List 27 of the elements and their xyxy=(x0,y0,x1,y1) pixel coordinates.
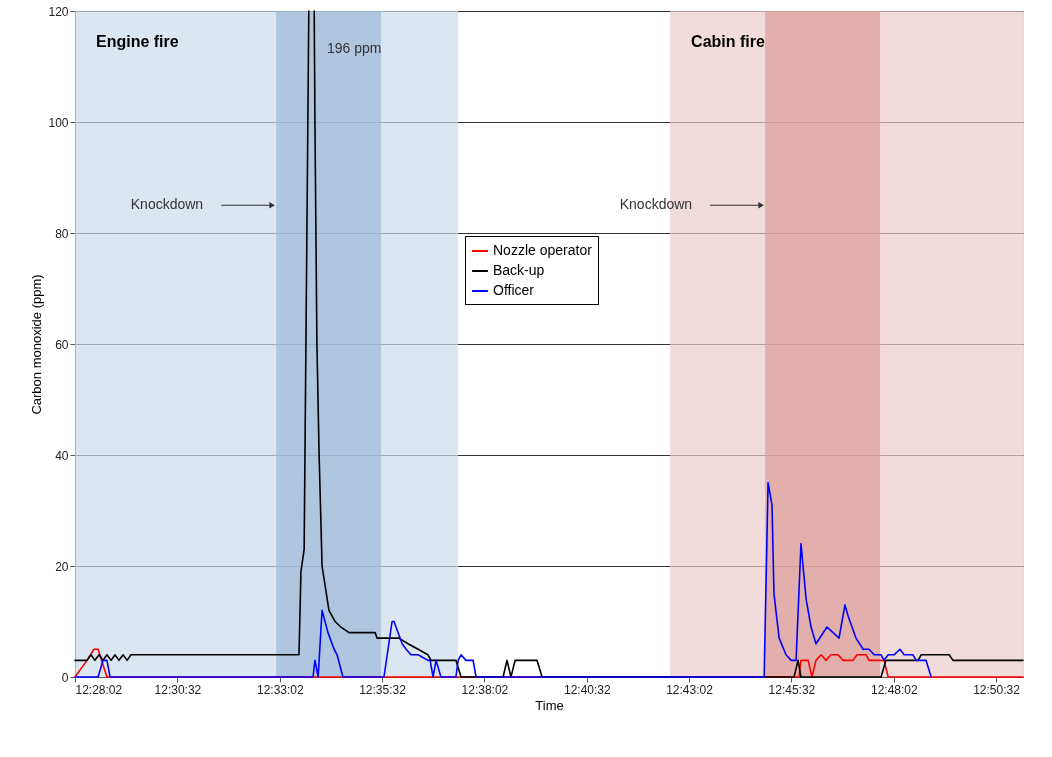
legend-label: Nozzle operator xyxy=(493,242,593,258)
y-tick-label: 40 xyxy=(55,448,69,463)
y-tick-label: 60 xyxy=(55,337,69,352)
annotation: Knockdown xyxy=(130,196,204,213)
y-tick-label: 0 xyxy=(61,670,69,685)
y-axis-title: Carbon monoxide (ppm) xyxy=(29,274,45,415)
x-tick-label: 12:38:02 xyxy=(461,682,509,697)
band-label: Cabin fire xyxy=(691,33,765,50)
y-tick-label: 80 xyxy=(55,226,69,241)
x-tick-label: 12:43:02 xyxy=(666,682,714,697)
x-tick-label: 12:40:32 xyxy=(563,682,611,697)
x-tick-label: 12:33:02 xyxy=(256,682,304,697)
y-tick-label: 100 xyxy=(48,115,69,130)
legend-label: Back-up xyxy=(493,262,545,278)
x-axis-title: Time xyxy=(535,697,564,713)
y-tick-label: 120 xyxy=(48,4,69,19)
x-tick-label: 12:35:32 xyxy=(359,682,407,697)
x-tick-label: 12:50:32 xyxy=(973,682,1021,697)
annotation: 196 ppm xyxy=(327,40,382,56)
y-tick-label: 20 xyxy=(55,559,69,574)
x-tick-label: 12:30:32 xyxy=(154,682,202,697)
band-label: Engine fire xyxy=(96,33,179,50)
legend-label: Officer xyxy=(493,282,535,298)
annotation: Knockdown xyxy=(619,196,693,213)
x-tick-label: 12:45:32 xyxy=(768,682,816,697)
x-tick-label: 12:48:02 xyxy=(870,682,918,697)
x-tick-label: 12:28:02 xyxy=(75,682,123,697)
